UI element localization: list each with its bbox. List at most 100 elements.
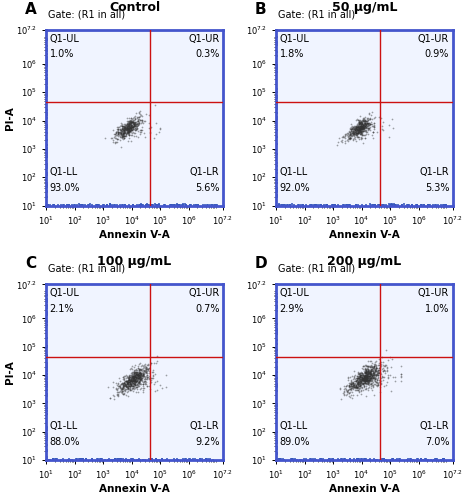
Point [349,128,357,136]
Point [129,379,137,387]
Point [347,382,354,390]
Point [357,383,364,391]
Point [367,368,374,376]
Point [142,363,150,371]
Point [273,408,280,416]
Point [368,382,376,390]
Point [285,201,292,209]
Point [135,368,143,376]
Point [116,384,123,392]
Point [124,382,132,390]
Point [120,382,127,390]
Point [374,367,382,375]
Point [132,379,139,387]
Point [361,134,369,142]
Point [353,374,360,382]
Point [377,376,384,384]
Point [365,380,372,388]
Point [364,373,371,381]
Point [146,369,153,377]
Point [273,192,280,200]
Point [129,378,136,386]
Point [121,126,128,134]
Point [43,380,50,388]
Point [131,374,139,382]
Point [369,374,377,382]
Point [389,456,396,464]
Point [134,374,141,382]
Point [132,377,140,385]
Point [363,376,370,384]
Point [43,300,51,308]
Point [353,382,360,390]
Point [127,386,134,394]
Point [370,365,377,373]
Point [129,387,136,395]
Point [353,455,361,463]
Point [273,66,280,74]
Point [127,127,134,135]
Point [357,124,364,132]
Point [123,120,130,128]
Point [366,362,373,370]
Point [131,370,139,378]
Point [357,122,364,130]
Point [364,370,371,378]
Point [138,112,146,120]
Point [353,201,360,209]
Point [363,375,371,383]
Point [119,378,127,386]
Point [131,384,138,392]
Point [347,120,355,128]
Point [133,371,140,379]
Point [135,374,143,382]
Point [353,383,361,391]
Point [365,376,372,384]
Point [140,369,147,377]
Point [131,116,139,124]
Point [274,192,281,200]
Point [114,125,121,133]
Point [116,378,123,386]
Point [346,201,353,209]
Point [355,455,362,463]
Point [95,202,103,209]
Point [127,364,134,372]
Point [126,124,134,132]
Point [346,133,354,141]
Point [359,122,366,130]
Point [43,410,50,418]
Point [119,132,127,140]
Y-axis label: PI-A: PI-A [5,106,15,130]
Text: 1.0%: 1.0% [425,304,449,314]
Point [131,381,139,389]
Point [388,200,395,208]
Point [288,200,296,208]
Point [347,384,355,392]
Point [364,372,371,380]
Point [130,376,138,384]
Point [273,450,280,458]
Point [125,122,133,130]
Point [359,125,366,133]
Point [353,374,361,382]
Point [350,125,358,133]
Point [122,126,130,134]
Point [148,455,155,463]
Point [126,124,133,132]
Point [348,382,355,390]
Point [360,117,368,125]
Point [147,359,154,367]
Point [353,122,360,130]
Point [378,201,386,209]
Point [127,125,134,133]
Point [356,381,364,389]
Point [358,122,365,130]
Point [131,124,138,132]
Point [135,378,143,386]
Point [360,124,367,132]
Point [132,118,139,126]
Point [358,127,365,135]
Point [119,456,127,464]
Point [367,374,374,382]
